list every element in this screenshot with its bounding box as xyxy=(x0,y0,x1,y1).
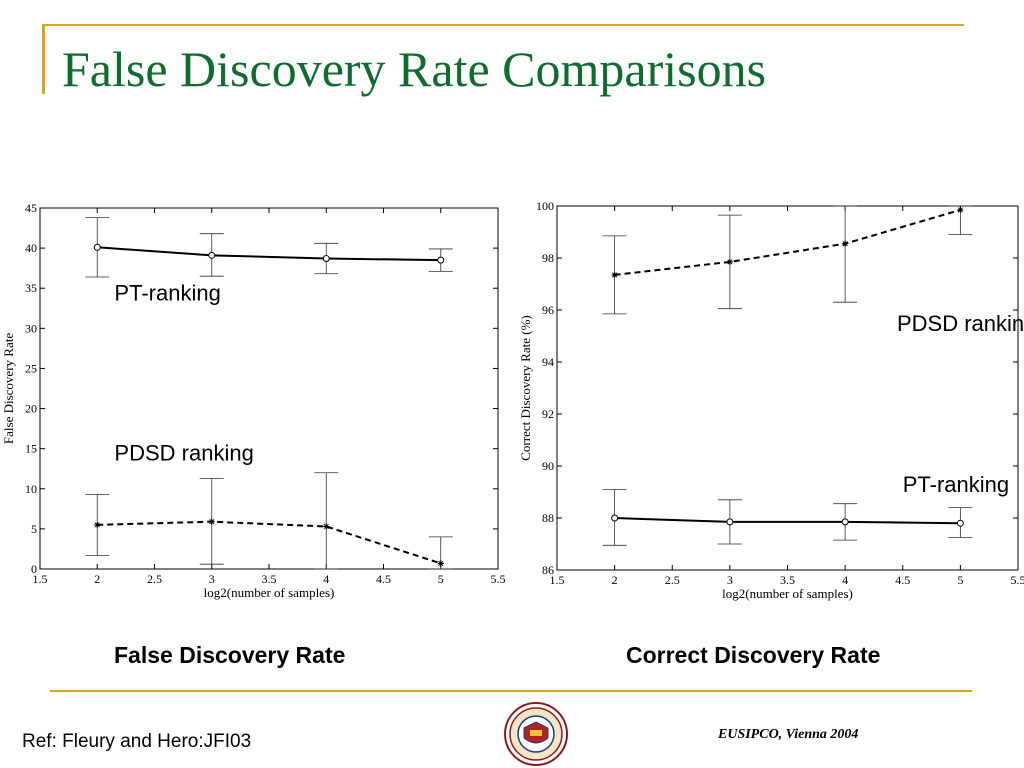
data-point xyxy=(322,255,330,263)
y-axis-label: False Discovery Rate xyxy=(1,333,16,444)
accent-vertical-bar xyxy=(42,24,45,94)
y-tick-label: 10 xyxy=(25,482,37,496)
y-tick-label: 5 xyxy=(31,522,37,536)
series-line xyxy=(614,208,961,276)
y-tick-label: 94 xyxy=(542,355,554,369)
plot-frame xyxy=(556,205,1019,571)
x-tick-label: 5.5 xyxy=(1011,573,1024,587)
x-tick-label: 5 xyxy=(438,572,444,586)
x-tick-label: 1.5 xyxy=(33,572,48,586)
x-tick-label: 4.5 xyxy=(376,572,391,586)
point-stroke xyxy=(842,241,848,247)
y-tick-label: 20 xyxy=(25,402,37,416)
cdr-chart: 1.5 2 2.5 3 3.5 4 4.5 5 5.5 86 88 90 92 94 96 98 100 log2… xyxy=(518,199,1024,601)
point-stroke xyxy=(94,522,100,528)
data-point xyxy=(957,206,964,213)
data-point xyxy=(437,560,444,567)
fdr-chart: 1.5 2 2.5 3 3.5 4 4.5 5 5.5 0 5 10 15 20 25 30 35 40 45 log… xyxy=(1,201,506,600)
x-tick-label: 2.5 xyxy=(665,573,680,587)
x-tick-label: 3 xyxy=(727,573,733,587)
data-point xyxy=(726,258,733,265)
data-point xyxy=(93,243,101,251)
point-stroke xyxy=(323,523,329,530)
conference-footer: EUSIPCO, Vienna 2004 xyxy=(718,727,859,742)
caption-left: False Discovery Rate xyxy=(114,642,346,668)
x-tick-label: 4.5 xyxy=(895,573,910,587)
annotation-label: PDSD ranking xyxy=(114,441,253,466)
series-line xyxy=(614,517,961,525)
series-line xyxy=(97,246,441,262)
y-tick-label: 92 xyxy=(542,407,554,421)
y-tick-label: 100 xyxy=(536,199,554,213)
data-point xyxy=(208,251,216,259)
y-tick-label: 96 xyxy=(542,303,554,317)
y-tick-label: 40 xyxy=(25,241,37,255)
x-tick-label: 1.5 xyxy=(550,573,565,587)
y-tick-label: 0 xyxy=(31,562,37,576)
data-point xyxy=(94,521,101,528)
footer-rule xyxy=(50,690,972,692)
point-stroke xyxy=(209,519,215,525)
x-tick-label: 2.5 xyxy=(147,572,162,586)
y-tick-label: 35 xyxy=(25,281,37,295)
x-tick-label: 5 xyxy=(957,573,963,587)
y-tick-label: 45 xyxy=(25,201,37,215)
y-tick-label: 30 xyxy=(25,321,37,335)
data-point xyxy=(841,518,849,526)
x-tick-label: 3.5 xyxy=(262,572,277,586)
annotation-label: PDSD ranking xyxy=(897,311,1024,336)
data-point xyxy=(956,519,964,527)
point-stroke xyxy=(727,259,733,265)
x-tick-label: 2 xyxy=(94,572,100,586)
slide-title: False Discovery Rate Comparisons xyxy=(62,41,767,97)
point-stroke xyxy=(957,207,963,213)
y-tick-label: 86 xyxy=(542,563,554,577)
x-tick-label: 2 xyxy=(612,573,618,587)
point-stroke xyxy=(438,560,444,566)
y-tick-label: 98 xyxy=(542,251,554,265)
point-stroke xyxy=(612,272,618,278)
data-point xyxy=(726,518,734,526)
x-tick-label: 3.5 xyxy=(780,573,795,587)
data-point xyxy=(437,256,445,264)
x-axis-label: log2(number of samples) xyxy=(722,586,853,601)
x-tick-label: 4 xyxy=(323,572,329,586)
university-seal xyxy=(504,702,568,766)
x-axis-label: log2(number of samples) xyxy=(204,585,335,600)
caption-right: Correct Discovery Rate xyxy=(626,642,881,668)
x-tick-label: 5.5 xyxy=(491,572,506,586)
accent-top-rule xyxy=(42,24,964,26)
data-point xyxy=(611,514,619,522)
y-tick-label: 15 xyxy=(25,442,37,456)
annotation-label: PT-ranking xyxy=(903,472,1009,497)
y-axis-label: Correct Discovery Rate (%) xyxy=(518,315,533,460)
x-tick-label: 3 xyxy=(209,572,215,586)
data-point xyxy=(208,518,215,525)
data-point xyxy=(323,523,330,530)
x-tick-label: 4 xyxy=(842,573,848,587)
reference-text: Ref: Fleury and Hero:JFI03 xyxy=(22,731,252,752)
data-point xyxy=(842,240,849,247)
y-tick-label: 88 xyxy=(542,511,554,525)
series-line xyxy=(97,520,442,565)
y-tick-label: 25 xyxy=(25,361,37,375)
plot-frame xyxy=(39,207,499,570)
annotation-label: PT-ranking xyxy=(114,280,220,305)
data-point xyxy=(611,271,618,278)
y-tick-label: 90 xyxy=(542,459,554,473)
